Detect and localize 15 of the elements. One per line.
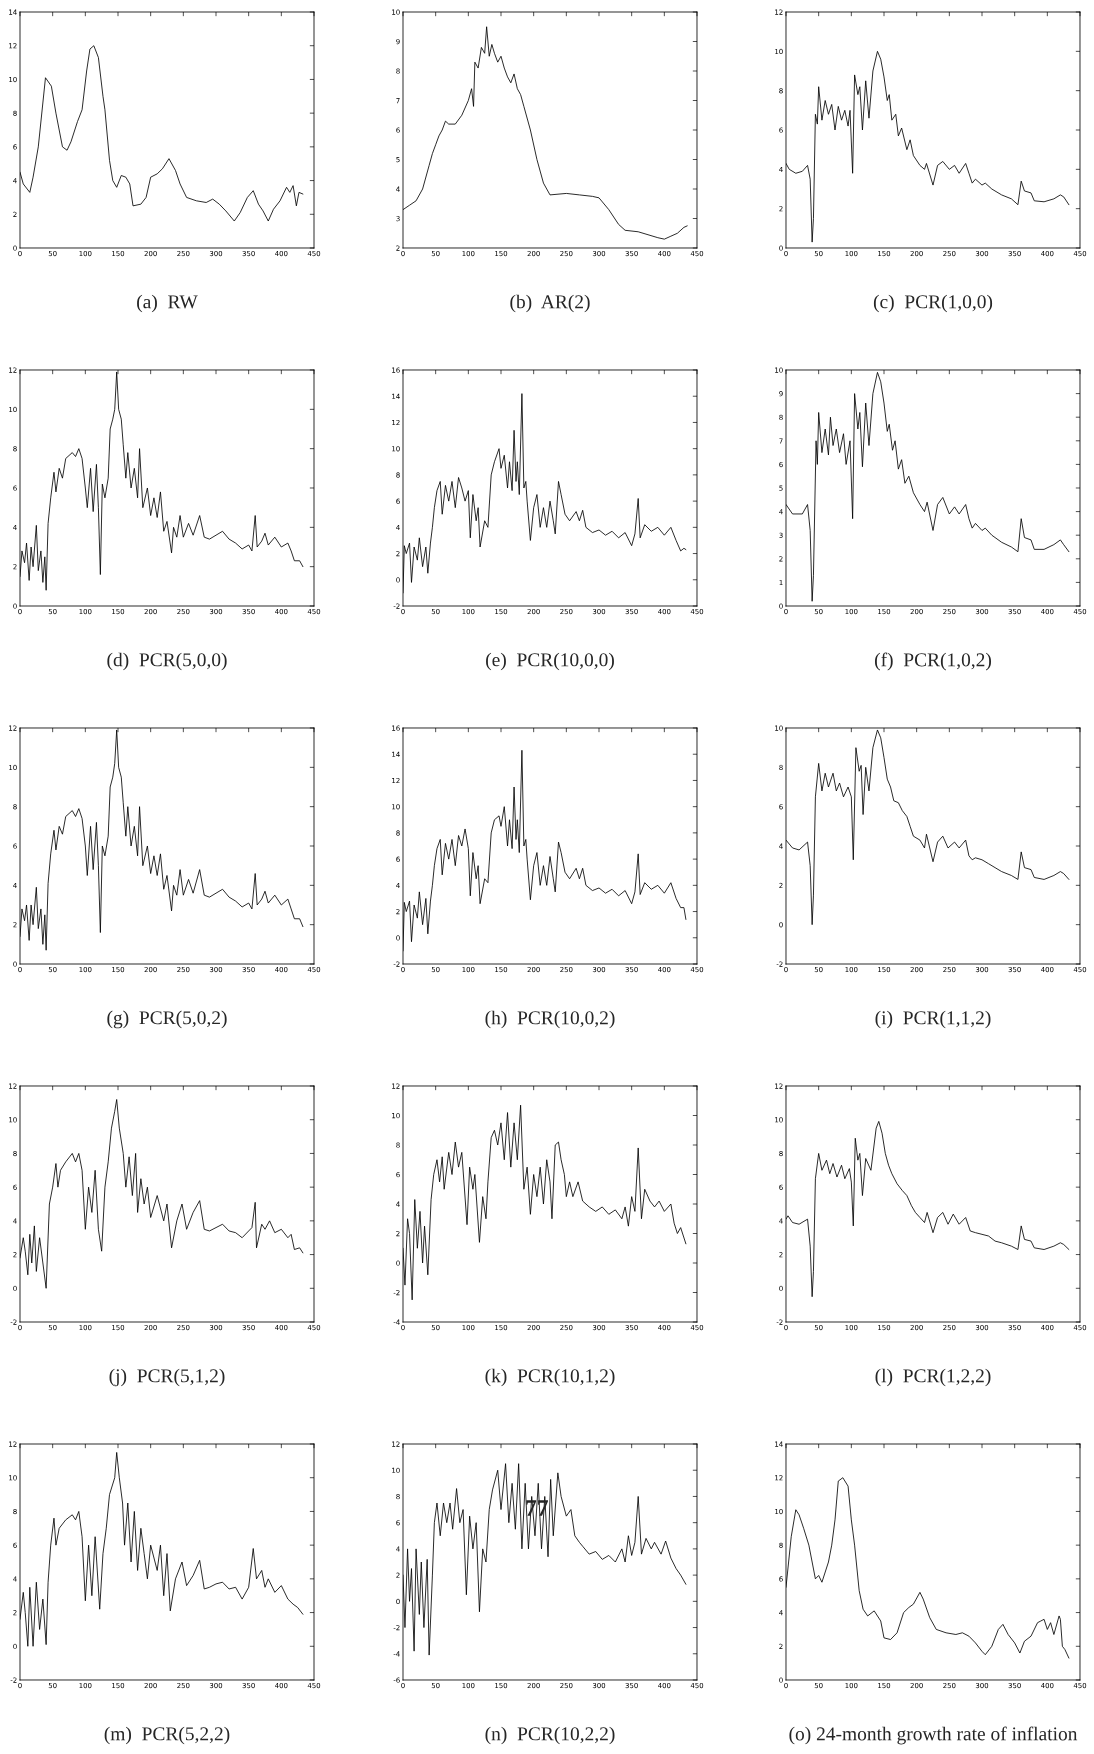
text: (b) AR(2) [510,294,590,313]
text: (h) PCR(10,0,2) [485,1010,615,1029]
text: (j) PCR(5,1,2) [109,1368,225,1387]
text: (g) PCR(5,0,2) [107,1010,227,1029]
text: (d) PCR(5,0,0) [107,652,227,671]
text: (l) PCR(1,2,2) [875,1368,991,1387]
text: (i) PCR(1,1,2) [875,1010,991,1029]
text: (a) RW [137,294,198,313]
text: (c) PCR(1,0,0) [873,294,993,313]
text: (m) PCR(5,2,2) [104,1726,230,1745]
text: (f) PCR(1,0,2) [874,652,992,671]
text: (o) 24-month growth rate of inflation [789,1726,1078,1745]
text: (e) PCR(10,0,0) [486,652,614,671]
text: (n) PCR(10,2,2) [485,1726,615,1745]
text: (k) PCR(10,1,2) [485,1368,615,1387]
